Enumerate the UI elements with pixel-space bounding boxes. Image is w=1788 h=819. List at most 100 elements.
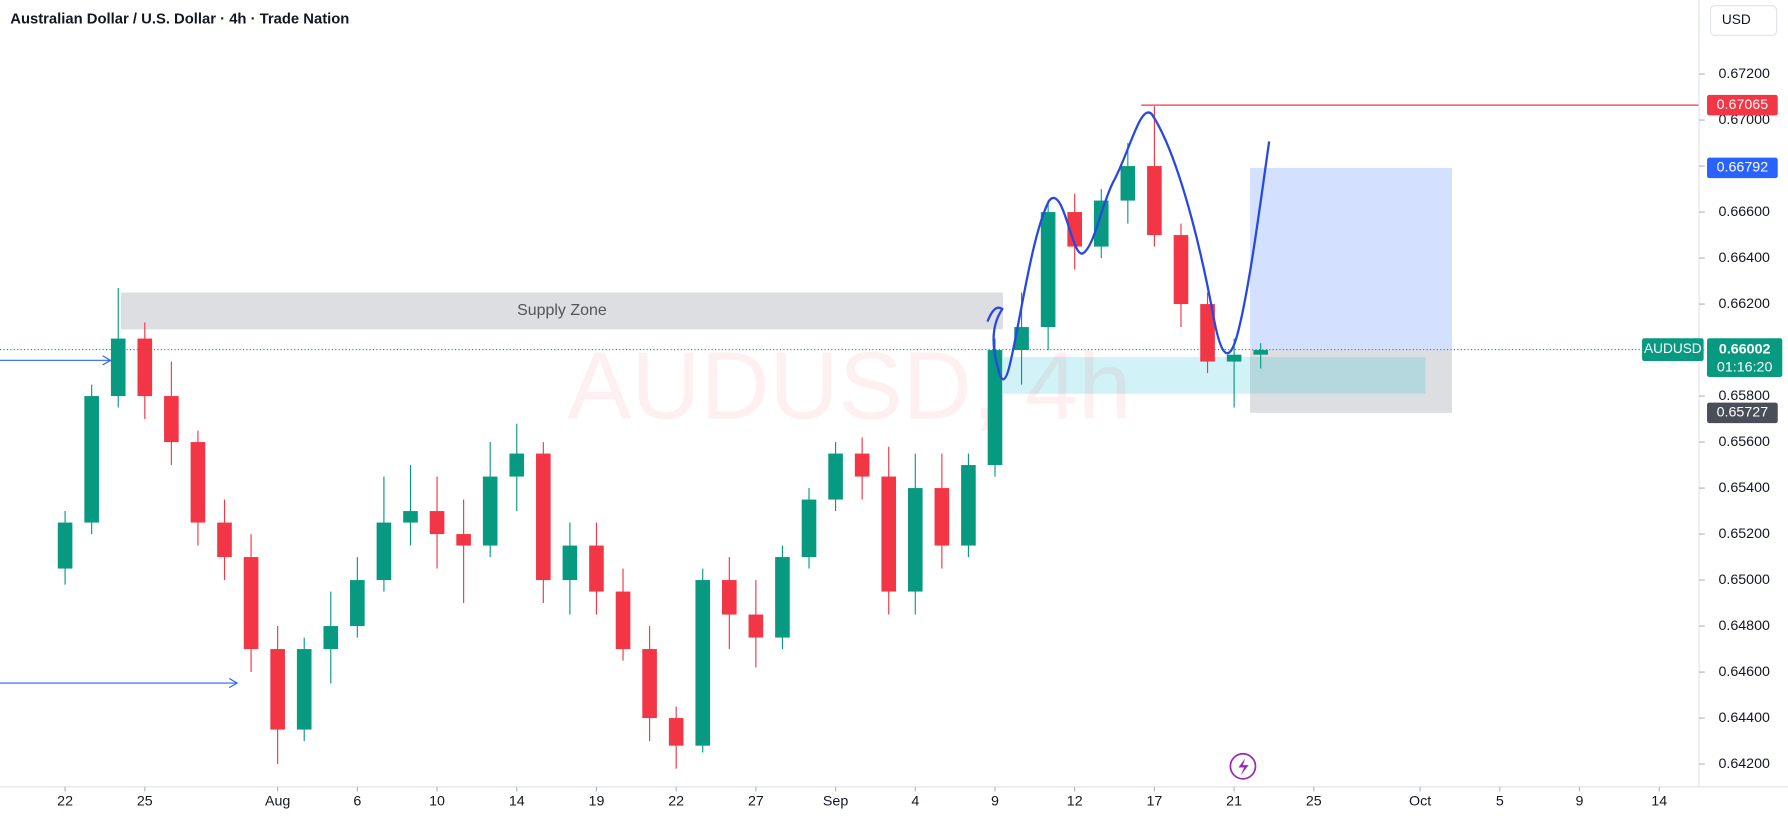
candle-body [1040, 212, 1056, 328]
x-tick-label: 22 [57, 793, 73, 809]
candle-body [164, 396, 179, 443]
annotations [0, 104, 1700, 351]
price-label-box [1707, 94, 1778, 116]
projection-curve [986, 111, 1271, 381]
last-price-label: 0.66002 [1719, 341, 1771, 357]
candle-body [615, 591, 631, 650]
x-tick-label: 21 [1226, 793, 1242, 809]
y-tick-label: 0.66200 [1718, 296, 1770, 312]
x-tick-label: 17 [1146, 793, 1162, 809]
candle-body [509, 453, 525, 477]
candle-body [854, 453, 870, 477]
candle-body [775, 557, 790, 638]
candle-body [137, 338, 153, 397]
candle-body [562, 545, 578, 581]
y-tick-label: 0.65200 [1718, 526, 1770, 542]
candle-body [84, 396, 99, 523]
watermark: AUDUSD, 4h [567, 333, 1131, 440]
supply-zone [120, 292, 1003, 330]
x-tick-label: Aug [265, 793, 290, 809]
x-tick-label: 9 [1576, 793, 1584, 809]
candle-body [589, 545, 604, 592]
price-label-box [1707, 157, 1778, 179]
y-tick-label: 0.66400 [1718, 250, 1770, 266]
x-tick-label: 14 [1651, 793, 1667, 809]
y-tick-label: 0.67000 [1718, 112, 1770, 128]
price-label: 0.66792 [1717, 160, 1769, 176]
x-tick-label: 22 [668, 793, 684, 809]
y-tick-label: 0.65600 [1718, 434, 1770, 450]
candle-body [801, 499, 817, 558]
axes: 0.672000.670000.668000.666000.664000.662… [57, 66, 1770, 810]
x-tick-label: 6 [353, 793, 361, 809]
x-tick-label: 9 [991, 793, 999, 809]
candle-body [536, 453, 551, 581]
candle-body [57, 522, 73, 569]
candle-body [190, 442, 206, 523]
candle-body [482, 476, 498, 546]
candle-body [1120, 166, 1136, 201]
price-label: 0.65727 [1717, 405, 1769, 421]
y-tick-label: 0.66600 [1718, 204, 1770, 220]
x-tick-label: 25 [1306, 793, 1322, 809]
price-labels: 0.670650.667920.659890.65727AUDUSD0.6600… [1642, 94, 1783, 424]
candle-body [987, 350, 1003, 466]
demand-zone [1002, 356, 1426, 394]
supply-zone-label: Supply Zone [517, 302, 607, 319]
x-tick-label: 4 [911, 793, 919, 809]
candle-body [1093, 200, 1109, 247]
candle-body [270, 649, 285, 730]
candle-body [110, 338, 126, 397]
event-icon-bolt [1238, 758, 1249, 776]
currency-button[interactable] [1709, 5, 1778, 36]
candle-body [1253, 350, 1268, 355]
candle-body [642, 649, 657, 719]
candle-body [1014, 327, 1029, 351]
candle-body [243, 557, 259, 650]
candle-body [748, 614, 764, 638]
candle-body [934, 488, 950, 546]
candle-body [1173, 235, 1189, 305]
drawings: Supply Zone [120, 167, 1452, 413]
candle-body [1067, 212, 1083, 247]
candle-body [721, 580, 737, 615]
candle-body [376, 522, 392, 581]
y-tick-label: 0.64800 [1718, 618, 1770, 634]
y-tick-label: 0.64600 [1718, 664, 1770, 680]
x-tick-label: 12 [1067, 793, 1083, 809]
candle-body [350, 580, 365, 627]
y-tick-label: 0.65800 [1718, 388, 1770, 404]
candle-body [429, 511, 445, 535]
candle-body [1147, 166, 1162, 236]
symbol-label-box [1642, 338, 1704, 362]
currency: USD [1722, 12, 1751, 27]
price-label-box [1707, 402, 1778, 424]
candle-body [456, 534, 471, 546]
candle-body [1200, 304, 1215, 362]
stop-zone [1250, 349, 1452, 413]
y-tick-label: 0.64400 [1718, 710, 1770, 726]
y-tick-label: 0.65400 [1718, 480, 1770, 496]
x-tick-label: 19 [589, 793, 605, 809]
last-price-box [1707, 338, 1783, 377]
candle-body [668, 718, 684, 746]
x-tick-label: 5 [1496, 793, 1504, 809]
y-tick-label: 0.67200 [1718, 66, 1770, 82]
x-tick-label: Sep [823, 793, 848, 809]
price-label: 0.67065 [1717, 97, 1769, 113]
target-zone [1250, 167, 1452, 350]
x-tick-label: 14 [509, 793, 525, 809]
candle-body [961, 465, 976, 546]
candle-body [695, 580, 711, 746]
chart-title: Australian Dollar / U.S. Dollar · 4h · T… [10, 11, 349, 27]
candle-body [881, 476, 897, 592]
candle-body [323, 626, 339, 650]
symbol-label: AUDUSD [1644, 341, 1702, 356]
candle-body [907, 488, 923, 592]
countdown: 01:16:20 [1717, 360, 1773, 376]
arrow-head [102, 355, 112, 366]
x-tick-label: 25 [137, 793, 153, 809]
x-tick-label: Oct [1409, 793, 1431, 809]
